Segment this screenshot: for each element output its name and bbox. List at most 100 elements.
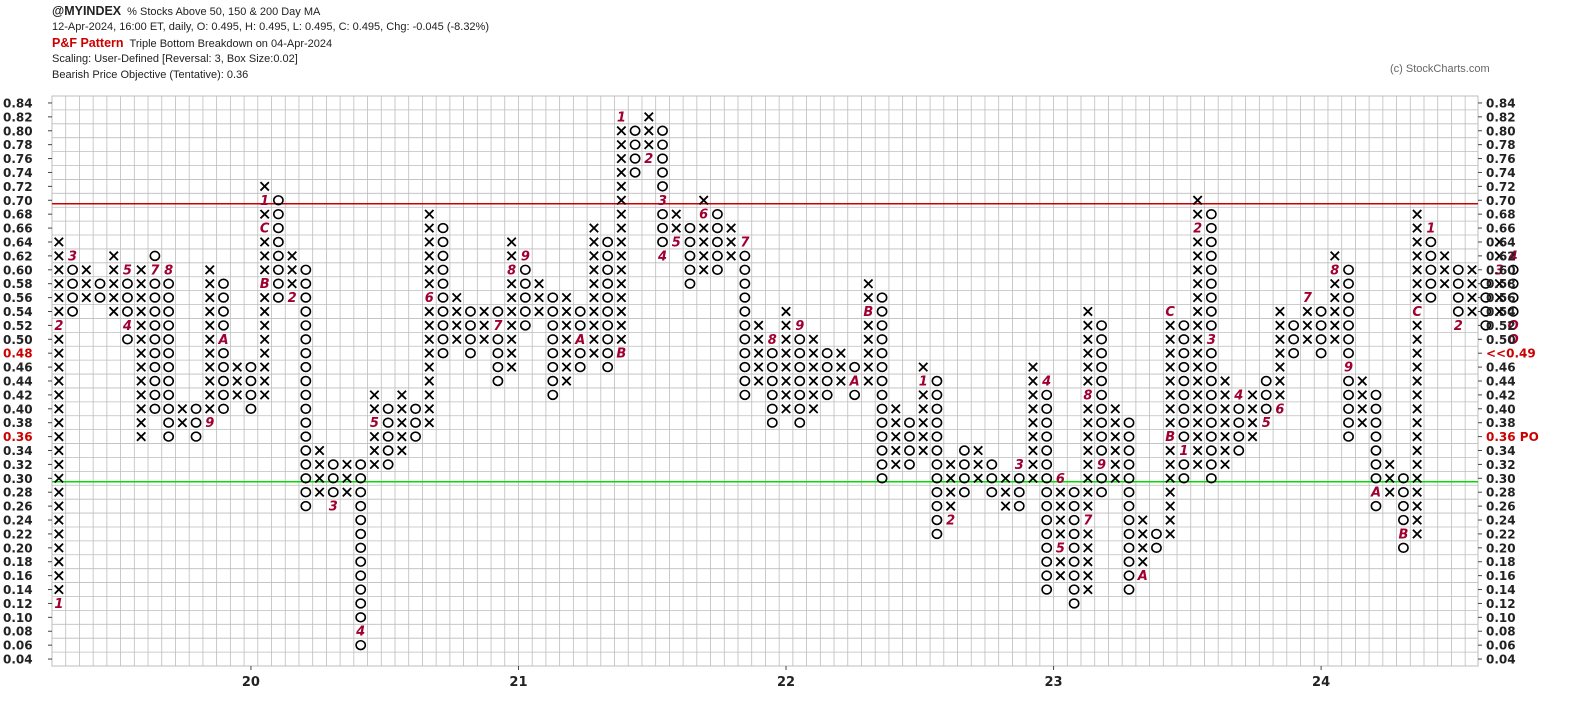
o-box: [465, 320, 476, 331]
x-box: [1000, 501, 1011, 511]
o-box: [657, 222, 668, 234]
x-box: [1110, 445, 1121, 456]
x-box: [616, 251, 627, 261]
o-box: [821, 375, 833, 387]
x-box: [81, 278, 92, 289]
x-box: [108, 278, 119, 289]
y-tick-label: 0.72: [3, 180, 33, 194]
x-box: [54, 515, 64, 525]
x-box: [534, 292, 544, 303]
x-box: [918, 362, 929, 372]
pattern-text: Triple Bottom Breakdown on 04-Apr-2024: [129, 38, 333, 50]
o-box: [410, 403, 421, 415]
o-box: [437, 222, 449, 234]
x-box: [314, 445, 325, 456]
o-box: [149, 403, 161, 415]
x-box: [1055, 570, 1066, 581]
x-box: [1083, 570, 1093, 581]
x-box: [54, 278, 64, 289]
o-box: [190, 403, 202, 415]
o-box: [1205, 278, 1217, 289]
o-box: [465, 334, 476, 345]
x-box: [616, 167, 627, 178]
x-box: [1083, 348, 1093, 359]
x-box: [589, 320, 599, 331]
x-box: [1110, 431, 1121, 442]
o-box: [410, 417, 421, 428]
o-box: [739, 278, 751, 289]
o-box: [465, 347, 476, 359]
x-box: [136, 431, 147, 442]
x-box: [589, 278, 599, 289]
o-box: [300, 320, 312, 331]
o-box: [1123, 445, 1135, 456]
o-box: [958, 487, 970, 498]
x-box: [616, 209, 627, 220]
o-box: [163, 347, 175, 359]
x-box: [863, 278, 874, 289]
x-box: [836, 348, 846, 359]
month-marker: B: [863, 305, 873, 320]
o-box: [300, 334, 312, 345]
o-box: [1041, 389, 1053, 401]
month-marker: C: [260, 222, 270, 237]
x-box: [890, 403, 901, 414]
o-box: [931, 487, 943, 498]
x-box: [1192, 237, 1203, 247]
o-box: [602, 361, 614, 373]
o-box: [1041, 514, 1053, 526]
o-box: [382, 403, 394, 415]
x-box: [534, 306, 544, 317]
o-box: [876, 473, 888, 484]
o-box: [355, 570, 367, 581]
o-box: [519, 320, 531, 331]
o-box: [300, 389, 312, 401]
x-box: [1083, 584, 1093, 595]
o-box: [355, 473, 367, 484]
month-marker: 6: [1056, 472, 1065, 487]
x-box: [506, 278, 517, 289]
month-marker: 6: [1275, 402, 1284, 417]
x-box: [1083, 556, 1093, 567]
o-box: [272, 278, 284, 289]
y-tick-label: 0.16: [1486, 569, 1516, 583]
x-box: [616, 292, 627, 303]
x-axis: 20 21 22 23 24: [242, 666, 1330, 690]
o-box: [986, 459, 998, 470]
month-marker: 8: [1330, 263, 1339, 278]
o-box: [163, 431, 175, 442]
o-box: [382, 459, 394, 470]
x-box: [671, 209, 682, 220]
month-marker: O: [1508, 333, 1519, 348]
o-box: [1068, 570, 1080, 581]
y-tick-label: 0.54: [3, 305, 33, 319]
o-box: [876, 320, 888, 331]
x-box: [424, 306, 435, 317]
x-box: [1165, 362, 1176, 372]
x-box: [424, 278, 435, 289]
y-tick-label: 0.54: [1486, 305, 1516, 319]
o-box: [218, 389, 229, 401]
o-box: [602, 320, 614, 331]
x-box: [1165, 320, 1176, 331]
y-tick-label: 0.44: [3, 375, 33, 389]
o-box: [602, 334, 614, 345]
y-tick-label: 0.08: [1486, 625, 1516, 639]
o-box: [272, 222, 284, 234]
y-tick-label: 0.12: [3, 597, 33, 611]
x-box: [424, 237, 435, 247]
x-box: [698, 264, 709, 275]
x-box: [136, 376, 147, 386]
o-box: [931, 514, 943, 526]
x-box: [232, 376, 243, 386]
x-box: [1220, 403, 1230, 414]
o-box: [190, 431, 202, 442]
month-marker: 1: [1179, 444, 1188, 459]
o-box: [1507, 292, 1519, 303]
o-box: [272, 250, 284, 262]
x-box: [506, 306, 517, 317]
x-box: [1028, 390, 1038, 400]
month-marker: 2: [288, 291, 297, 306]
x-box: [1412, 362, 1422, 372]
